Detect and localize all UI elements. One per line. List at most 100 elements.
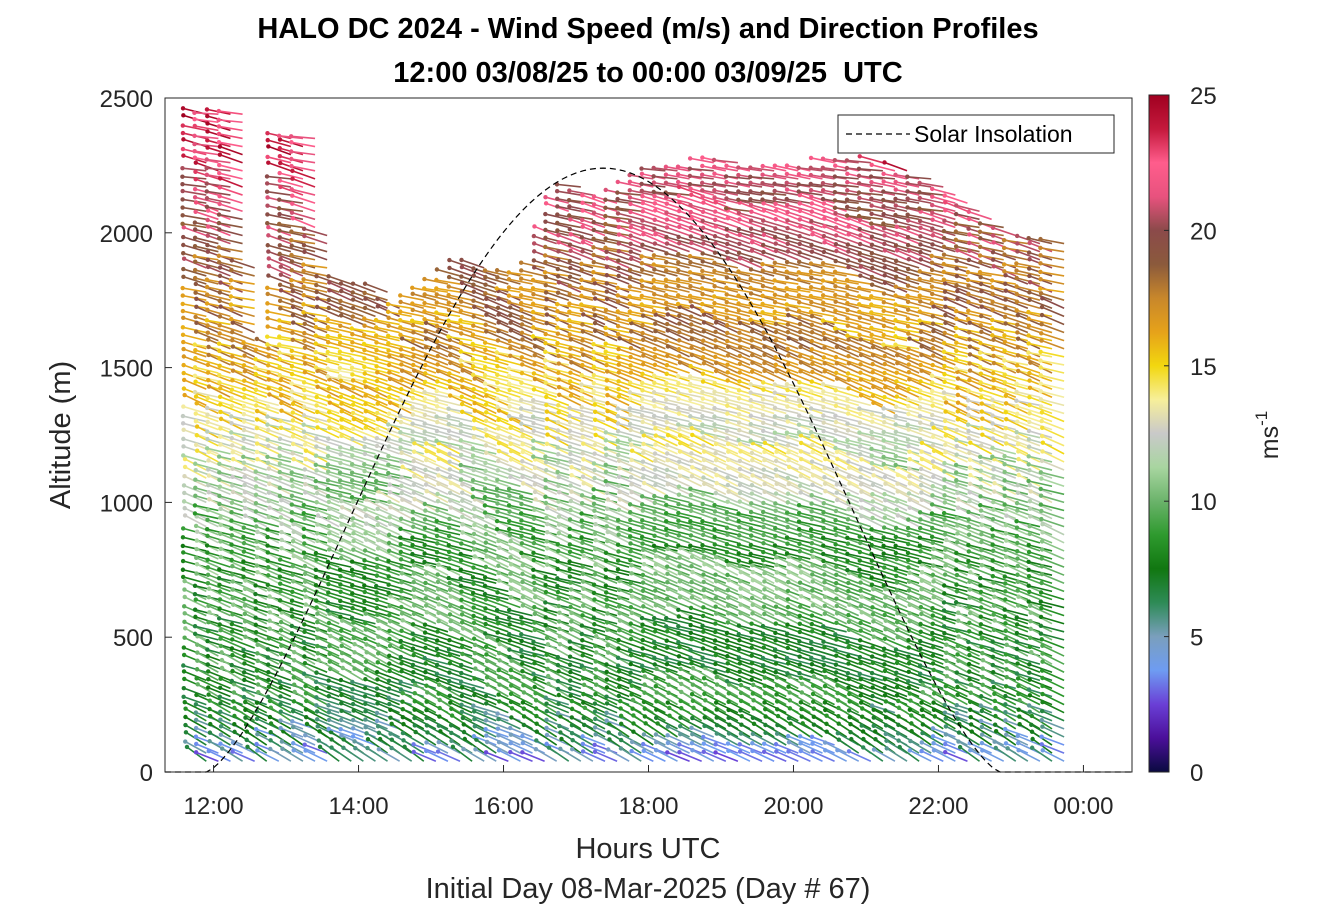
wind-barb-head	[278, 377, 283, 383]
wind-barb-head	[591, 291, 597, 296]
wind-barb-head	[531, 438, 536, 443]
wind-barb-head	[519, 397, 524, 403]
wind-barb	[328, 501, 352, 512]
wind-barb	[340, 314, 364, 326]
wind-barb	[328, 711, 352, 722]
wind-barb-head	[411, 579, 416, 585]
wind-barb-head	[591, 606, 597, 612]
wind-barb	[257, 683, 280, 698]
wind-barb-head	[604, 452, 609, 457]
wind-barb-head	[195, 658, 200, 663]
wind-barb	[328, 728, 352, 738]
wind-barb-head	[362, 461, 367, 467]
wind-barb-head	[217, 185, 223, 190]
wind-barb-head	[398, 549, 404, 555]
wind-barb-head	[460, 490, 465, 495]
wind-barb-head	[206, 692, 211, 697]
wind-barb-head	[206, 264, 211, 270]
wind-barb-head	[242, 466, 247, 472]
wind-barb-head	[423, 596, 428, 601]
wind-barb	[220, 443, 243, 455]
wind-barb-head	[531, 316, 536, 321]
wind-barb-head	[254, 716, 260, 721]
wind-barb-head	[289, 364, 295, 369]
wind-barb-head	[266, 386, 271, 391]
wind-barb	[244, 476, 268, 487]
wind-barb-head	[205, 647, 210, 652]
wind-barb	[255, 477, 280, 487]
wind-barb-head	[425, 730, 430, 735]
wind-barb-head	[374, 718, 380, 724]
wind-barb	[281, 661, 304, 673]
wind-barb	[233, 715, 256, 730]
wind-barb-head	[543, 500, 549, 506]
wind-barb-head	[207, 497, 212, 502]
wind-barb-head	[350, 572, 356, 578]
wind-barb	[207, 484, 231, 496]
wind-barb-head	[496, 748, 502, 753]
wind-barb-head	[253, 380, 259, 385]
wind-barb-head	[449, 706, 454, 711]
wind-barb-head	[447, 345, 453, 350]
wind-barb	[303, 244, 328, 253]
wind-barb-head	[483, 524, 489, 529]
wind-barb-head	[229, 526, 234, 531]
wind-barb	[219, 177, 243, 188]
wind-barb-head	[603, 205, 608, 211]
wind-barb-head	[459, 507, 464, 513]
wind-barb-head	[338, 686, 343, 692]
wind-barb-head	[447, 265, 452, 271]
wind-barb-head	[436, 691, 441, 696]
wind-barb-head	[519, 355, 525, 360]
wind-barb	[328, 516, 352, 528]
wind-barb	[243, 438, 267, 447]
wind-barb-head	[242, 627, 248, 632]
wind-barb-head	[387, 482, 392, 487]
wind-barb-head	[217, 273, 223, 279]
wind-barb-head	[352, 739, 357, 744]
wind-barb	[316, 420, 340, 431]
wind-barb-head	[508, 594, 514, 600]
wind-barb-head	[217, 477, 222, 483]
wind-barb-head	[265, 527, 270, 532]
wind-barb	[206, 286, 231, 293]
wind-barb	[232, 491, 255, 504]
wind-barb-head	[292, 658, 297, 663]
wind-barb	[194, 150, 219, 156]
wind-barb	[255, 494, 280, 504]
wind-barb-head	[506, 366, 512, 371]
wind-barb-head	[580, 653, 585, 658]
wind-barb-head	[555, 662, 561, 668]
wind-barb-head	[242, 586, 248, 592]
wind-barb-head	[520, 733, 525, 739]
wind-barb-head	[483, 750, 489, 755]
wind-barb-head	[556, 384, 562, 390]
wind-barb-head	[205, 113, 210, 119]
wind-barb-head	[568, 346, 573, 351]
wind-barb-head	[628, 338, 633, 344]
wind-barb	[255, 519, 280, 528]
wind-barb	[232, 750, 255, 762]
wind-barb	[281, 531, 304, 544]
wind-barb-head	[194, 538, 199, 543]
wind-barb-head	[604, 710, 609, 715]
wind-barb-head	[194, 571, 199, 576]
wind-barb-head	[207, 730, 213, 735]
wind-barb-head	[495, 509, 500, 514]
wind-barb-head	[629, 739, 635, 745]
wind-barb-head	[206, 677, 211, 682]
wind-barb-head	[218, 546, 224, 552]
wind-barb-head	[604, 620, 610, 625]
wind-barb-head	[339, 384, 345, 389]
wind-barb	[319, 746, 340, 762]
wind-barb	[182, 167, 207, 172]
wind-barb-head	[543, 340, 548, 346]
wind-barb-head	[339, 708, 344, 713]
wind-barb-head	[422, 525, 428, 531]
wind-barb-head	[265, 324, 270, 329]
wind-barb-head	[267, 481, 272, 486]
wind-barb-head	[216, 124, 222, 129]
wind-barb-head	[302, 435, 307, 440]
wind-barb	[327, 359, 352, 366]
wind-barb-head	[182, 594, 187, 600]
